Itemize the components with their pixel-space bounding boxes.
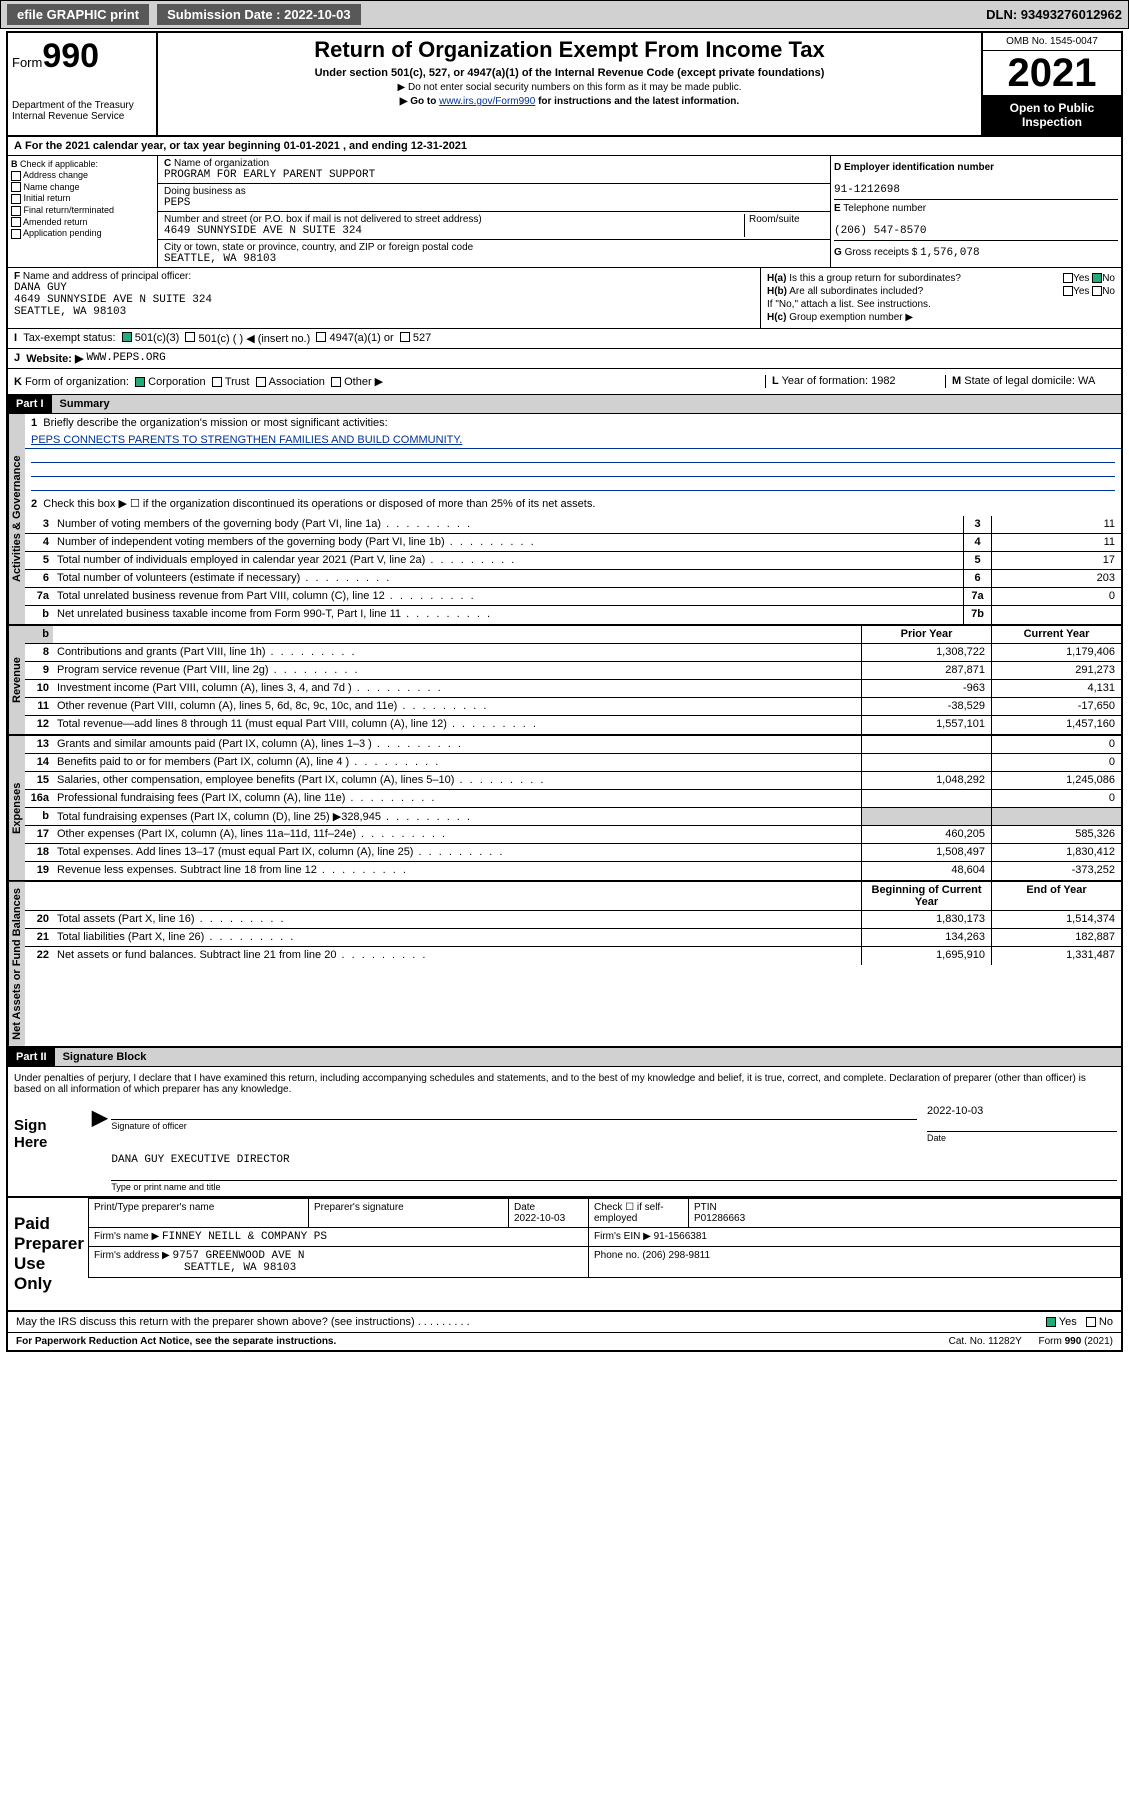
form-subtitle: Under section 501(c), 527, or 4947(a)(1)… [166,67,973,79]
dba: PEPS [164,197,190,209]
line-klm: K Form of organization: Corporation Trus… [8,369,1121,395]
form-footer: For Paperwork Reduction Act Notice, see … [8,1333,1121,1350]
telephone: (206) 547-8570 [834,225,926,237]
sign-here-row: Sign Here ▶ Signature of officer2022-10-… [8,1101,1121,1198]
tab-governance: Activities & Governance [8,414,25,624]
summary-line: 15Salaries, other compensation, employee… [25,772,1121,790]
ein: 91-1212698 [834,184,900,196]
tab-net-assets: Net Assets or Fund Balances [8,882,25,1046]
summary-line: 17Other expenses (Part IX, column (A), l… [25,826,1121,844]
tab-revenue: Revenue [8,626,25,734]
section-expenses: Expenses 13Grants and similar amounts pa… [8,736,1121,882]
tab-expenses: Expenses [8,736,25,880]
chk-name-change[interactable]: Name change [11,182,154,193]
section-fh: F Name and address of principal officer:… [8,268,1121,329]
chk-amended-return[interactable]: Amended return [11,217,154,228]
col-end: End of Year [991,882,1121,910]
declaration-text: Under penalties of perjury, I declare th… [8,1067,1121,1101]
part-1-header: Part I Summary [8,395,1121,414]
section-revenue: Revenue b Prior Year Current Year 8Contr… [8,626,1121,736]
summary-line: 5Total number of individuals employed in… [25,552,1121,570]
col-de-ein-phone: D Employer identification number91-12126… [831,156,1121,267]
line-j-website: J Website: ▶ WWW.PEPS.ORG [8,349,1121,369]
summary-line: 20Total assets (Part X, line 16)1,830,17… [25,911,1121,929]
form-title: Return of Organization Exempt From Incom… [166,37,973,63]
may-irs-discuss: May the IRS discuss this return with the… [8,1312,1121,1333]
tax-year: 2021 [983,51,1121,95]
chk-application-pending[interactable]: Application pending [11,228,154,239]
chk-corporation[interactable] [135,377,145,387]
chk-address-change[interactable]: Address change [11,170,154,181]
submission-date-label: Submission Date : 2022-10-03 [157,4,361,25]
section-bcdeg: B Check if applicable: Address change Na… [8,156,1121,268]
summary-line: 6Total number of volunteers (estimate if… [25,570,1121,588]
summary-line: 12Total revenue—add lines 8 through 11 (… [25,716,1121,734]
mission-text: PEPS CONNECTS PARENTS TO STRENGTHEN FAMI… [25,432,1121,449]
col-current-year: Current Year [991,626,1121,643]
col-beginning: Beginning of Current Year [861,882,991,910]
form-number: Form990 [12,37,152,76]
open-public-badge: Open to Public Inspection [983,95,1121,135]
summary-line: 9Program service revenue (Part VIII, lin… [25,662,1121,680]
city-state-zip: SEATTLE, WA 98103 [164,253,276,265]
col-b-checkboxes: B Check if applicable: Address change Na… [8,156,158,267]
officer-name: DANA GUY [14,282,67,294]
irs-label: Internal Revenue Service [12,111,152,122]
ssn-note: ▶ Do not enter social security numbers o… [166,82,973,93]
col-c-org-info: C Name of organizationPROGRAM FOR EARLY … [158,156,831,267]
col-prior-year: Prior Year [861,626,991,643]
summary-line: 21Total liabilities (Part X, line 26)134… [25,929,1121,947]
summary-line: 16aProfessional fundraising fees (Part I… [25,790,1121,808]
summary-line: 13Grants and similar amounts paid (Part … [25,736,1121,754]
street-address: 4649 SUNNYSIDE AVE N SUITE 324 [164,225,362,237]
summary-line: bNet unrelated business taxable income f… [25,606,1121,624]
summary-line: 8Contributions and grants (Part VIII, li… [25,644,1121,662]
goto-note: ▶ Go to www.irs.gov/Form990 for instruct… [166,96,973,107]
chk-yes-irs[interactable] [1046,1317,1056,1327]
part-2-header: Part II Signature Block [8,1048,1121,1067]
summary-line: 4Number of independent voting members of… [25,534,1121,552]
form-header: Form990 Department of the Treasury Inter… [8,33,1121,137]
dept-treasury: Department of the Treasury [12,100,152,111]
line-a-calendar-year: A For the 2021 calendar year, or tax yea… [8,137,1121,156]
officer-signature-name: DANA GUY EXECUTIVE DIRECTOR [111,1154,289,1166]
section-net-assets: Net Assets or Fund Balances Beginning of… [8,882,1121,1048]
line-i-tax-status: I Tax-exempt status: 501(c)(3) 501(c) ( … [8,329,1121,349]
section-governance: Activities & Governance 1 Briefly descri… [8,414,1121,626]
gross-receipts: 1,576,078 [920,247,979,259]
top-bar: efile GRAPHIC print Submission Date : 20… [0,0,1129,29]
summary-line: 22Net assets or fund balances. Subtract … [25,947,1121,965]
summary-line: 19Revenue less expenses. Subtract line 1… [25,862,1121,880]
arrow-icon: ▶ [92,1105,107,1192]
chk-final-return[interactable]: Final return/terminated [11,205,154,216]
summary-line: 3Number of voting members of the governi… [25,516,1121,534]
chk-initial-return[interactable]: Initial return [11,193,154,204]
preparer-table: Print/Type preparer's name Preparer's si… [88,1198,1121,1278]
chk-501c3[interactable] [122,332,132,342]
dln-label: DLN: 93493276012962 [986,7,1122,22]
summary-line: 7aTotal unrelated business revenue from … [25,588,1121,606]
irs-link[interactable]: www.irs.gov/Form990 [439,96,535,107]
summary-line: 11Other revenue (Part VIII, column (A), … [25,698,1121,716]
summary-line: bTotal fundraising expenses (Part IX, co… [25,808,1121,826]
efile-print-button[interactable]: efile GRAPHIC print [7,4,149,25]
form-990-container: Form990 Department of the Treasury Inter… [6,31,1123,1352]
summary-line: 10Investment income (Part VIII, column (… [25,680,1121,698]
org-name: PROGRAM FOR EARLY PARENT SUPPORT [164,169,375,181]
summary-line: 14Benefits paid to or for members (Part … [25,754,1121,772]
paid-preparer-row: Paid Preparer Use Only Print/Type prepar… [8,1198,1121,1312]
omb-number: OMB No. 1545-0047 [983,33,1121,51]
website-url[interactable]: WWW.PEPS.ORG [86,352,165,365]
summary-line: 18Total expenses. Add lines 13–17 (must … [25,844,1121,862]
